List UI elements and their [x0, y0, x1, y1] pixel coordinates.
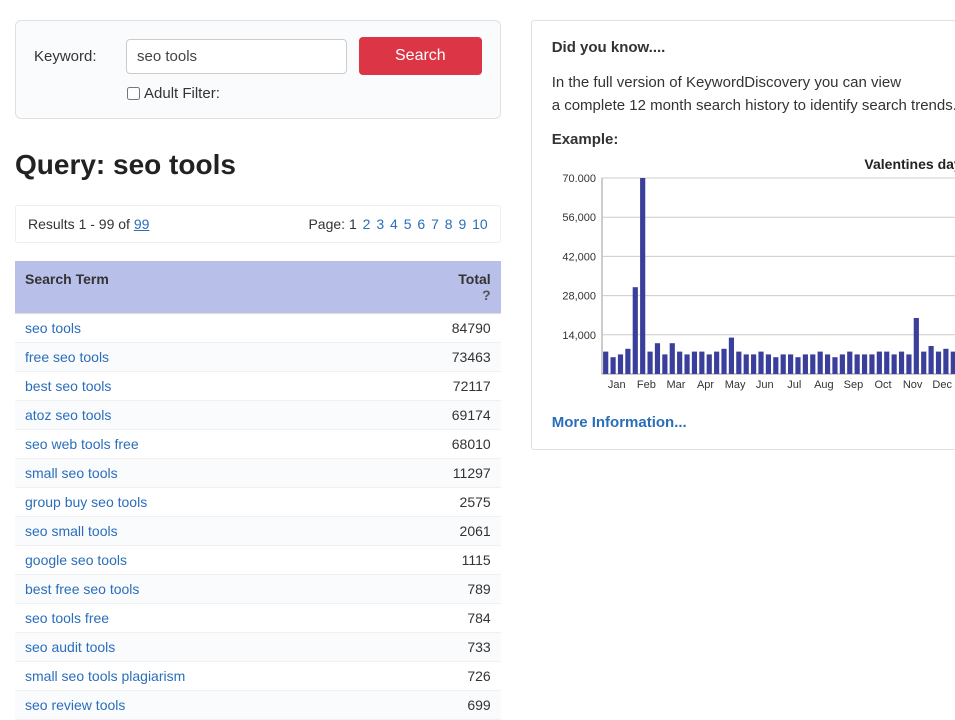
term-link[interactable]: seo small tools — [25, 523, 118, 539]
term-total: 69174 — [381, 401, 501, 430]
page-link[interactable]: 7 — [431, 216, 439, 232]
svg-text:May: May — [724, 379, 745, 391]
term-total: 2061 — [381, 517, 501, 546]
search-button[interactable]: Search — [359, 37, 482, 75]
svg-text:Jun: Jun — [756, 379, 774, 391]
svg-text:14,000: 14,000 — [562, 330, 596, 342]
svg-text:Feb: Feb — [637, 379, 656, 391]
page-current: 1 — [349, 216, 361, 232]
svg-text:28,000: 28,000 — [562, 291, 596, 303]
svg-text:70.000: 70.000 — [562, 173, 596, 185]
chart-svg: 14,000 28,000 42,000 56,000 70.000 Jan Feb Mar A… — [552, 156, 955, 396]
dyk-line2: a complete 12 month search history to id… — [552, 97, 955, 114]
term-link[interactable]: seo tools — [25, 320, 81, 336]
svg-text:Aug: Aug — [814, 379, 834, 391]
table-row: small seo tools plagiarism726 — [15, 662, 501, 691]
adult-filter-label: Adult Filter: — [144, 85, 220, 102]
page-link[interactable]: 2 — [363, 216, 371, 232]
term-link[interactable]: seo review tools — [25, 697, 125, 713]
table-row: atoz seo tools 69174 — [15, 401, 501, 430]
info-panel: Did you know.... In the full version of … — [531, 20, 955, 450]
query-title: Query: seo tools — [15, 149, 501, 181]
term-total: 2575 — [381, 488, 501, 517]
results-table: Search Term Total ? seo tools84790free s… — [15, 261, 501, 720]
term-total: 733 — [381, 633, 501, 662]
table-row: seo small tools 2061 — [15, 517, 501, 546]
page-link[interactable]: 8 — [445, 216, 453, 232]
chart-title: Valentines day — [864, 156, 955, 172]
term-link[interactable]: group buy seo tools — [25, 494, 147, 510]
svg-text:Jan: Jan — [608, 379, 626, 391]
col-header-term: Search Term — [15, 261, 381, 314]
svg-text:Mar: Mar — [666, 379, 685, 391]
help-icon[interactable]: ? — [391, 287, 491, 303]
keyword-label: Keyword: — [34, 48, 114, 65]
table-row: google seo tools 1115 — [15, 546, 501, 575]
term-total: 72117 — [381, 372, 501, 401]
svg-text:Dec: Dec — [932, 379, 952, 391]
table-row: best free seo tools 789 — [15, 575, 501, 604]
svg-text:Oct: Oct — [874, 379, 891, 391]
table-row: seo web tools free 68010 — [15, 430, 501, 459]
term-total: 73463 — [381, 343, 501, 372]
svg-text:Nov: Nov — [903, 379, 923, 391]
page-label: Page: — [308, 216, 348, 232]
example-label: Example: — [552, 131, 955, 148]
term-link[interactable]: small seo tools — [25, 465, 118, 481]
query-title-value: seo tools — [113, 149, 236, 180]
results-text-prefix: Results 1 - 99 of — [28, 216, 134, 232]
term-total: 726 — [381, 662, 501, 691]
col-header-total-text: Total — [458, 271, 490, 287]
svg-text:Apr: Apr — [697, 379, 714, 391]
adult-filter-checkbox[interactable] — [127, 87, 140, 100]
table-row: seo audit tools 733 — [15, 633, 501, 662]
term-link[interactable]: best free seo tools — [25, 581, 139, 597]
col-header-total: Total ? — [381, 261, 501, 314]
page-link[interactable]: 10 — [472, 216, 488, 232]
page-link[interactable]: 6 — [417, 216, 425, 232]
search-box: Keyword: Search Adult Filter: — [15, 20, 501, 119]
trend-chart: Valentines day 14,000 28,000 42,000 56,000 7… — [552, 156, 955, 396]
svg-text:42,000: 42,000 — [562, 251, 596, 263]
term-total: 1115 — [381, 546, 501, 575]
term-total: 699 — [381, 691, 501, 720]
results-total-link[interactable]: 99 — [134, 216, 150, 232]
table-row: seo review tools 699 — [15, 691, 501, 720]
more-info-link[interactable]: More Information... — [552, 414, 687, 431]
pagination: Page: 1 2 3 4 5 6 7 8 9 10 — [308, 216, 487, 232]
term-total: 68010 — [381, 430, 501, 459]
table-row: group buy seo tools 2575 — [15, 488, 501, 517]
term-total: 784 — [381, 604, 501, 633]
term-link[interactable]: seo web tools free — [25, 436, 139, 452]
term-link[interactable]: free seo tools — [25, 349, 109, 365]
term-total: 789 — [381, 575, 501, 604]
table-row: free seo tools 73463 — [15, 343, 501, 372]
term-link[interactable]: best seo tools — [25, 378, 111, 394]
results-bar: Results 1 - 99 of 99 Page: 1 2 3 4 5 6 7… — [15, 205, 501, 243]
page-link[interactable]: 4 — [390, 216, 398, 232]
term-total: 84790 — [381, 314, 501, 343]
svg-text:56,000: 56,000 — [562, 212, 596, 224]
page-link[interactable]: 5 — [404, 216, 412, 232]
term-link[interactable]: google seo tools — [25, 552, 127, 568]
table-row: best seo tools 72117 — [15, 372, 501, 401]
table-row: seo tools 84790 — [15, 314, 501, 343]
keyword-input[interactable] — [126, 39, 347, 74]
page-link[interactable]: 9 — [458, 216, 466, 232]
table-row: seo tools free 784 — [15, 604, 501, 633]
svg-text:Sep: Sep — [843, 379, 863, 391]
dyk-text: In the full version of KeywordDiscovery … — [552, 72, 955, 117]
dyk-title: Did you know.... — [552, 39, 955, 56]
dyk-line1: In the full version of KeywordDiscovery … — [552, 74, 901, 91]
table-row: small seo tools 11297 — [15, 459, 501, 488]
query-title-prefix: Query: — [15, 149, 113, 180]
term-link[interactable]: seo tools free — [25, 610, 109, 626]
svg-text:Jul: Jul — [787, 379, 801, 391]
term-link[interactable]: atoz seo tools — [25, 407, 111, 423]
term-total: 11297 — [381, 459, 501, 488]
page-link[interactable]: 3 — [376, 216, 384, 232]
term-link[interactable]: seo audit tools — [25, 639, 115, 655]
results-info: Results 1 - 99 of 99 — [28, 216, 149, 232]
